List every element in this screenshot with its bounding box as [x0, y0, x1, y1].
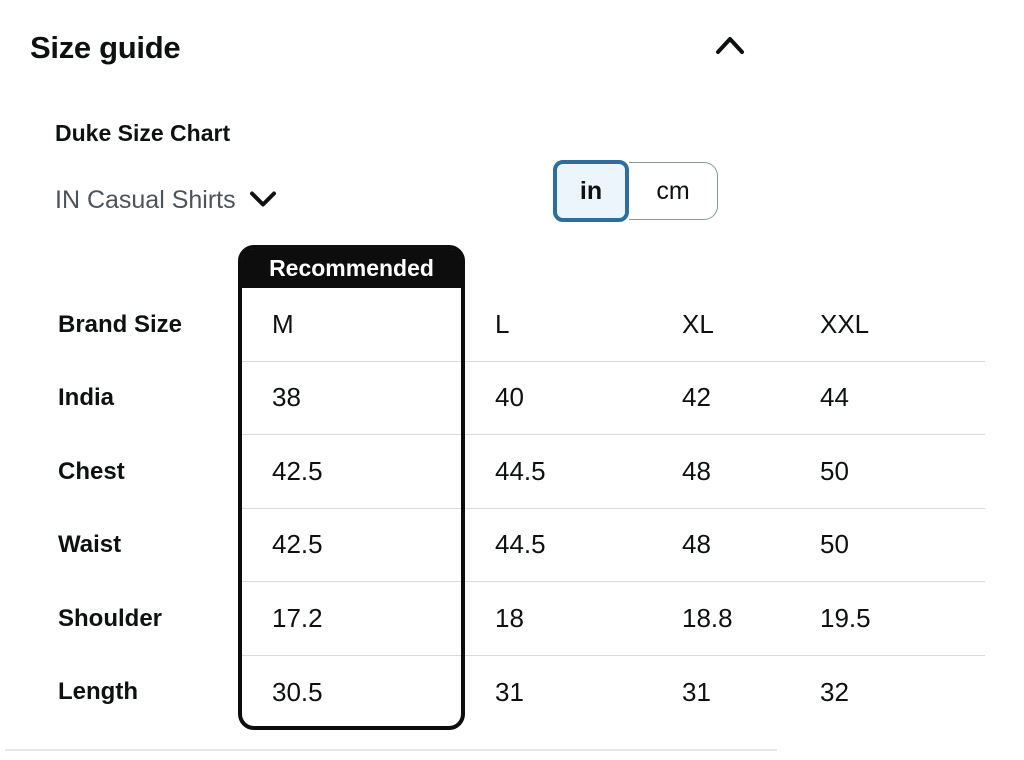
table-cell: 31 [495, 676, 524, 707]
table-cell: XXL [786, 288, 985, 362]
table-cell: 30.5 [272, 676, 323, 707]
unit-toggle-in[interactable]: in [553, 160, 629, 222]
section-divider [5, 749, 777, 751]
row-label-shoulder: Shoulder [58, 604, 163, 632]
table-cell: 44.5 [462, 509, 648, 582]
table-cell: 18 [462, 582, 648, 656]
table-cell: 42.5 [238, 509, 462, 582]
recommended-badge: Recommended [242, 249, 461, 288]
table-cell: M [238, 288, 462, 362]
table-cell: 48 [648, 509, 786, 582]
unit-toggle: in cm [553, 160, 718, 222]
table-cell: 42 [648, 362, 786, 435]
size-table: Brand Size M L XL XXL India 38 40 42 44 … [58, 288, 985, 729]
chevron-up-icon [714, 34, 746, 59]
row-label-brand-size: Brand Size [58, 310, 183, 338]
table-cell: 19.5 [786, 582, 985, 656]
table-cell: 38 [238, 362, 462, 435]
table-cell: 31 [682, 676, 711, 707]
category-dropdown[interactable]: IN Casual Shirts [55, 186, 277, 215]
table-cell: 18.8 [648, 582, 786, 656]
table-cell: XL [648, 288, 786, 362]
table-cell: 17.2 [238, 582, 462, 656]
category-dropdown-value: IN Casual Shirts [55, 186, 236, 214]
table-cell: 44 [786, 362, 985, 435]
row-label-chest: Chest [58, 457, 125, 485]
table-cell: 48 [648, 435, 786, 509]
table-cell: 44.5 [462, 435, 648, 509]
table-cell: 42.5 [238, 435, 462, 509]
table-cell: L [462, 288, 648, 362]
row-label-length: Length [58, 678, 138, 706]
table-cell: 50 [786, 509, 985, 582]
chevron-down-icon [249, 190, 277, 211]
page-title: Size guide [30, 30, 181, 65]
table-cell: 32 [820, 676, 849, 707]
table-cell: 50 [786, 435, 985, 509]
collapse-section-button[interactable] [706, 28, 754, 64]
table-cell: 40 [462, 362, 648, 435]
unit-toggle-cm[interactable]: cm [629, 162, 718, 220]
chart-heading: Duke Size Chart [55, 120, 231, 146]
row-label-india: India [58, 384, 115, 412]
row-label-waist: Waist [58, 531, 122, 559]
